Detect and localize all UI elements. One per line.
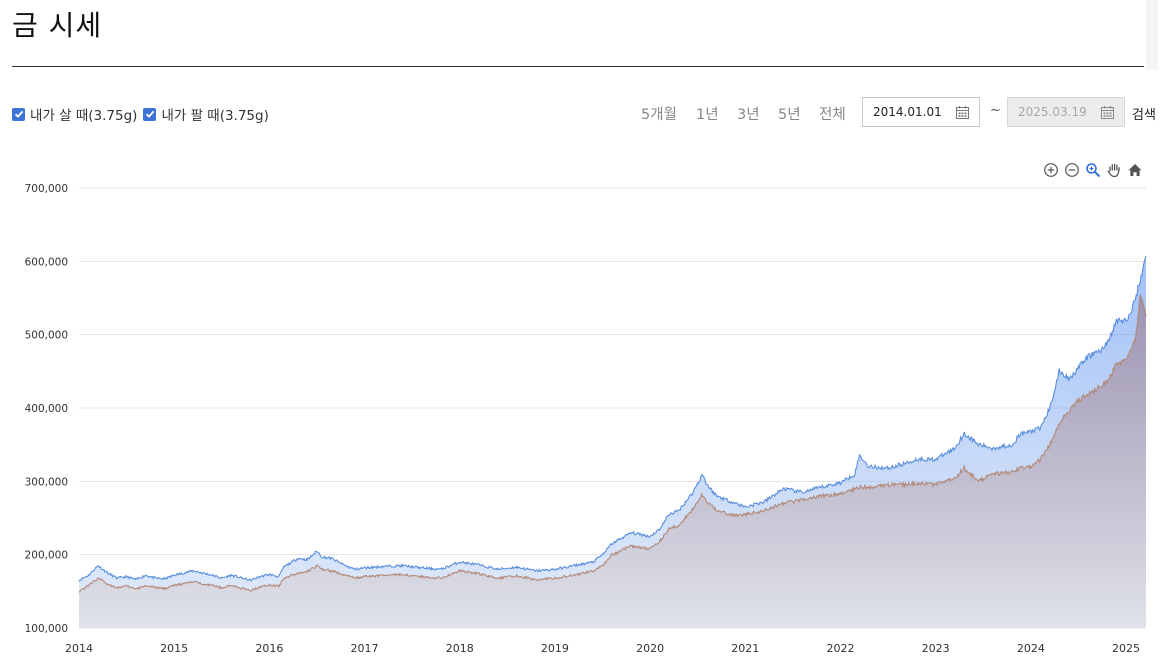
y-tick-label: 100,000: [25, 623, 68, 635]
period-5-years-button[interactable]: 5년: [778, 107, 801, 123]
buy-checkbox[interactable]: [12, 107, 25, 121]
series-area-1: [79, 294, 1146, 628]
start-date-input[interactable]: [873, 105, 953, 119]
y-tick-label: 600,000: [25, 256, 68, 268]
y-tick-label: 700,000: [25, 183, 68, 195]
period-3-years-button[interactable]: 3년: [737, 107, 760, 123]
y-tick-label: 500,000: [25, 330, 68, 342]
page-title: 금 시세: [12, 9, 103, 42]
check-icon: [145, 110, 155, 118]
x-tick-label: 2023: [922, 642, 950, 655]
start-date-field[interactable]: [862, 97, 980, 127]
legend: 내가 살 때(3.75g) 내가 팔 때(3.75g): [12, 104, 275, 124]
y-axis: 100,000 200,000 300,000 400,000 500,000 600,0…: [25, 183, 68, 635]
period-1-year-button[interactable]: 1년: [696, 107, 719, 123]
home-icon[interactable]: [1127, 162, 1143, 178]
x-tick-label: 2014: [65, 642, 93, 655]
sell-legend-label[interactable]: 내가 팔 때(3.75g): [161, 108, 269, 124]
x-tick-label: 2021: [731, 642, 759, 655]
period-5-months-button[interactable]: 5개월: [641, 107, 677, 123]
series-line-0: [78, 256, 1147, 582]
y-tick-label: 400,000: [25, 403, 68, 415]
x-tick-label: 2017: [351, 642, 379, 655]
sell-checkbox[interactable]: [143, 107, 157, 121]
x-tick-label: 2025: [1112, 642, 1140, 655]
scrollbar-track[interactable]: [1146, 0, 1158, 70]
end-date-input: [1018, 105, 1098, 119]
zoom-out-icon[interactable]: [1064, 162, 1080, 178]
period-all-button[interactable]: 전체: [819, 107, 846, 123]
x-axis: 2014 2015 2016 2017 2018 2019 2020 2021 2022 2023…: [65, 642, 1140, 655]
period-toolbar: 5개월 1년 3년 5년 전체 ~ 검색: [0, 97, 1168, 129]
x-tick-label: 2019: [541, 642, 569, 655]
buy-legend-label[interactable]: 내가 살 때(3.75g): [30, 108, 138, 124]
calendar-icon[interactable]: [955, 105, 970, 120]
x-tick-label: 2016: [255, 642, 283, 655]
chart-areas: [78, 256, 1147, 628]
x-tick-label: 2020: [636, 642, 664, 655]
x-tick-label: 2024: [1017, 642, 1045, 655]
x-tick-label: 2018: [446, 642, 474, 655]
chart-toolbar: [1043, 162, 1148, 178]
y-tick-label: 200,000: [25, 550, 68, 562]
title-divider: [12, 66, 1144, 67]
end-date-field: [1007, 97, 1125, 127]
pan-hand-icon[interactable]: [1106, 162, 1122, 178]
calendar-icon: [1101, 106, 1114, 119]
x-tick-label: 2015: [160, 642, 188, 655]
search-button[interactable]: 검색: [1132, 108, 1156, 123]
check-icon: [14, 110, 23, 118]
zoom-in-icon[interactable]: [1043, 162, 1059, 178]
magnifier-icon[interactable]: [1085, 162, 1101, 178]
y-tick-label: 300,000: [25, 476, 68, 488]
x-tick-label: 2022: [826, 642, 854, 655]
gold-price-chart[interactable]: 100,000 200,000 300,000 400,000 500,000 600,0…: [0, 170, 1160, 668]
date-range-separator: ~: [990, 103, 1001, 118]
series-line-1: [78, 294, 1147, 593]
